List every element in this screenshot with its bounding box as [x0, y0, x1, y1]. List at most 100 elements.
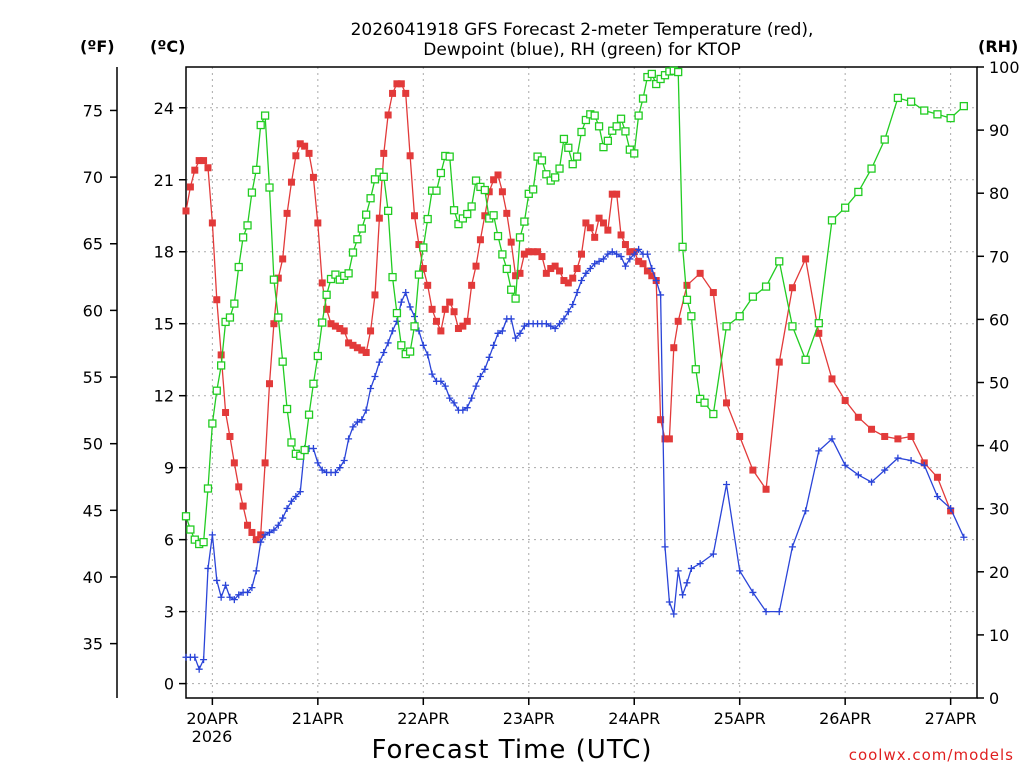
dewpoint-point — [252, 567, 260, 575]
temperature-point — [525, 248, 533, 256]
fahrenheit-tick-label: 45 — [83, 501, 103, 520]
rh-point — [590, 111, 599, 120]
rh-point — [493, 231, 503, 241]
rh-point — [458, 214, 468, 223]
rh-point — [634, 111, 643, 120]
rh-point — [366, 194, 375, 203]
dewpoint-point — [591, 260, 599, 268]
data-series — [181, 66, 968, 673]
rh-point — [542, 170, 551, 179]
dewpoint-point — [815, 447, 823, 455]
dewpoint-point — [498, 327, 506, 335]
plot-frame — [185, 66, 978, 699]
rh-tick-label: 30 — [989, 500, 1009, 519]
temperature-point — [564, 279, 572, 287]
temperature-point — [512, 272, 520, 280]
rh-point — [959, 101, 968, 111]
dewpoint-point — [775, 608, 783, 616]
rh-point — [269, 275, 279, 284]
dewpoint-point — [406, 303, 414, 311]
rh-point — [788, 322, 797, 331]
rh-point — [467, 202, 476, 211]
temperature-point — [503, 209, 511, 217]
rh-series — [181, 66, 968, 549]
rh-point — [691, 365, 700, 374]
rh-point — [357, 224, 366, 233]
rh-point — [814, 319, 823, 328]
rh-point — [296, 451, 305, 460]
fahrenheit-tick-label: 70 — [83, 168, 103, 187]
dewpoint-point — [208, 531, 216, 539]
temperature-point — [551, 262, 559, 270]
axes: 20APR 21APR 22APR 23APR 24APR 25APR 26APR 27APR… — [83, 58, 1020, 728]
fahrenheit-tick-label: 35 — [83, 635, 103, 654]
rh-point — [331, 270, 340, 279]
dewpoint-point — [336, 464, 344, 472]
dewpoint-point — [353, 418, 361, 426]
rh-point — [309, 379, 318, 388]
dewpoint-point — [424, 351, 432, 359]
temperature-point — [318, 279, 326, 287]
temperature-point — [287, 178, 295, 186]
unit-label-rh: (RH) — [978, 37, 1018, 56]
dewpoint-point — [265, 528, 273, 536]
dewpoint-point — [380, 349, 388, 357]
temperature-point — [244, 521, 252, 529]
temperature-point — [591, 233, 599, 241]
dewpoint-point — [481, 365, 489, 373]
dewpoint-point — [217, 593, 225, 601]
temperature-point — [309, 173, 317, 181]
temperature-point — [468, 281, 476, 289]
dewpoint-point — [287, 497, 295, 505]
dewpoint-point — [617, 253, 625, 261]
rh-point — [933, 110, 942, 119]
rh-point — [252, 165, 261, 175]
dewpoint-point — [270, 526, 278, 534]
celsius-tick-label: 21 — [154, 171, 174, 190]
dewpoint-point — [573, 289, 581, 297]
x-tick-label: 27APR — [925, 709, 977, 728]
temperature-point — [283, 209, 291, 217]
temperature-point — [274, 274, 282, 282]
temperature-point — [424, 281, 432, 289]
rh-point — [498, 250, 507, 259]
rh-point — [318, 318, 327, 327]
temperature-point — [736, 432, 744, 440]
temperature-point — [340, 327, 348, 335]
temperature-point — [696, 269, 704, 277]
dewpoint-series — [182, 245, 968, 673]
dewpoint-point — [709, 550, 717, 558]
dewpoint-point — [560, 315, 568, 323]
temperature-point — [578, 250, 585, 258]
rh-point — [700, 398, 709, 407]
dewpoint-point — [599, 255, 607, 263]
rh-tick-label: 10 — [989, 626, 1009, 645]
temperature-point — [208, 219, 216, 227]
dewpoint-point — [586, 265, 594, 273]
rh-tick-label: 90 — [989, 121, 1009, 140]
temperature-point — [560, 277, 568, 285]
temperature-point — [459, 322, 467, 330]
rh-point — [599, 142, 608, 152]
rh-point — [414, 270, 424, 279]
rh-point — [854, 187, 863, 197]
rh-point — [722, 322, 731, 331]
temperature-point — [450, 308, 458, 316]
dewpoint-point — [459, 406, 467, 414]
rh-point — [190, 535, 199, 544]
dewpoint-point — [393, 317, 401, 325]
rh-point — [282, 404, 292, 414]
temperature-point — [828, 375, 836, 383]
rh-point — [423, 214, 432, 224]
rh-point — [550, 173, 560, 182]
temperature-point — [608, 190, 616, 198]
rh-point — [480, 185, 489, 195]
rh-point — [652, 79, 661, 89]
dewpoint-point — [569, 301, 577, 309]
rh-point — [208, 419, 217, 428]
rh-point — [287, 438, 296, 447]
grid-lines — [186, 67, 977, 698]
rh-point — [529, 185, 538, 194]
dewpoint-point — [723, 480, 731, 488]
